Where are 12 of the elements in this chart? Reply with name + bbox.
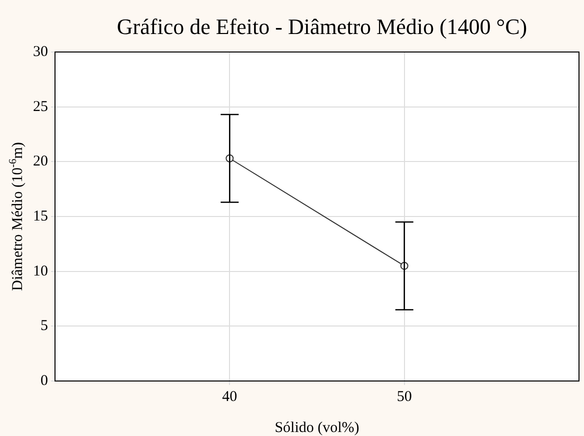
y-axis-title: Diâmetro Médio (10-6m) xyxy=(8,142,26,291)
x-tick-label: 40 xyxy=(222,388,238,405)
y-tick-label: 15 xyxy=(33,208,48,224)
y-tick-label: 0 xyxy=(40,372,48,389)
y-tick-label: 5 xyxy=(40,318,48,334)
x-tick-label: 50 xyxy=(396,388,412,405)
y-tick-label: 20 xyxy=(33,154,48,170)
x-axis-title: Sólido (vol%) xyxy=(274,420,360,436)
y-tick-label: 30 xyxy=(33,44,48,60)
y-tick-label: 25 xyxy=(33,98,48,115)
y-tick-label: 10 xyxy=(33,263,48,280)
chart-title: Gráfico de Efeito - Diâmetro Médio (1400 °C) xyxy=(116,14,528,39)
